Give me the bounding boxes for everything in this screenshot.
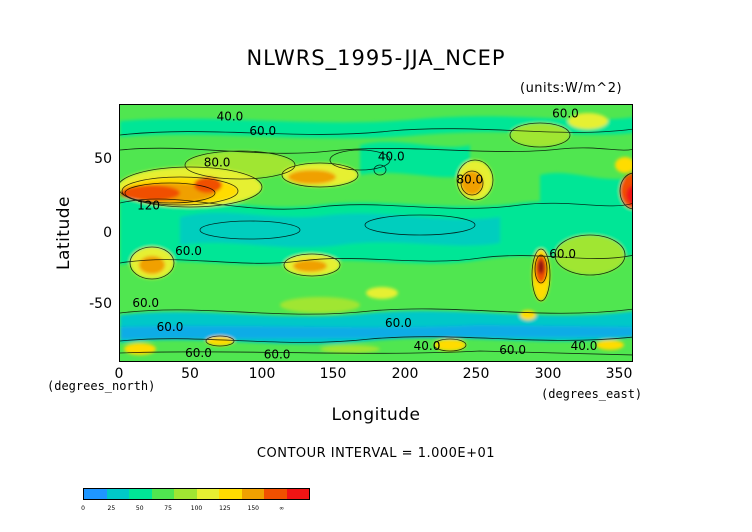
contour-interval-text: CONTOUR INTERVAL = 1.000E+01 (256, 446, 496, 461)
y-tick-label: -50 (89, 296, 112, 312)
x-tick-label: 50 (181, 366, 199, 382)
color-scale-segment (174, 489, 197, 499)
contour-label: 120 (137, 198, 160, 212)
color-scale-label: 150 (247, 505, 259, 512)
x-tick-label: 0 (114, 366, 124, 382)
color-scale-segment (129, 489, 152, 499)
color-scale-segment (196, 489, 219, 499)
contour-map: 40.0 60.0 40.0 80.0 60.0 120 80.0 60.0 60.0 60.0 6… (119, 104, 633, 362)
contour-label: 60.0 (552, 107, 579, 121)
color-scale-label: 75 (164, 505, 172, 512)
contour-label: 60.0 (157, 320, 184, 334)
color-scale-label: 25 (107, 505, 116, 512)
x-tick-label: 100 (248, 366, 276, 382)
x-tick-label: 200 (391, 366, 419, 382)
color-scale-segment (151, 489, 174, 499)
x-tick-label: 300 (534, 366, 562, 382)
contour-label: 60.0 (132, 296, 159, 310)
contour-label: 40.0 (414, 339, 441, 353)
color-scale-label: 50 (135, 505, 144, 512)
color-scale-segment (264, 489, 287, 499)
units-label: (units:W/m^2) (520, 81, 623, 96)
color-scale-segment (106, 489, 129, 499)
contour-label: 60.0 (249, 124, 276, 138)
y-unit-label: (degrees_north) (47, 379, 156, 393)
color-scale-segment (219, 489, 242, 499)
contour-label: 60.0 (549, 247, 576, 261)
x-tick-label: 250 (462, 366, 490, 382)
contour-label: 60.0 (185, 346, 212, 360)
map-title: NLWRS_1995-JJA_NCEP (246, 46, 506, 70)
contour-label: 60.0 (385, 316, 412, 330)
contour-label: 60.0 (264, 347, 291, 361)
x-unit-label: (degrees_east) (541, 387, 643, 401)
y-tick-label: 0 (103, 225, 112, 241)
contour-label: 40.0 (378, 150, 405, 164)
x-tick-label: 150 (319, 366, 347, 382)
color-scale-label: 0 (81, 505, 85, 512)
color-scale-label: 100 (190, 505, 203, 512)
color-scale-bar (83, 488, 310, 500)
contour-label: 80.0 (204, 155, 231, 169)
contour-label: 40.0 (217, 109, 244, 123)
x-axis-label: Longitude (331, 405, 421, 425)
contour-label: 40.0 (571, 339, 598, 353)
color-scale-label: ∞ (279, 505, 285, 512)
x-tick-label: 350 (605, 366, 633, 382)
color-scale-label: 125 (219, 505, 231, 512)
color-scale-segment (84, 489, 107, 499)
y-tick-label: 50 (94, 151, 112, 167)
contour-label: 60.0 (499, 343, 526, 357)
contour-label: 60.0 (175, 244, 202, 258)
y-axis-label: Latitude (54, 196, 74, 270)
color-scale-segment (286, 489, 309, 499)
contour-label: 80.0 (456, 173, 483, 187)
color-scale-segment (241, 489, 264, 499)
